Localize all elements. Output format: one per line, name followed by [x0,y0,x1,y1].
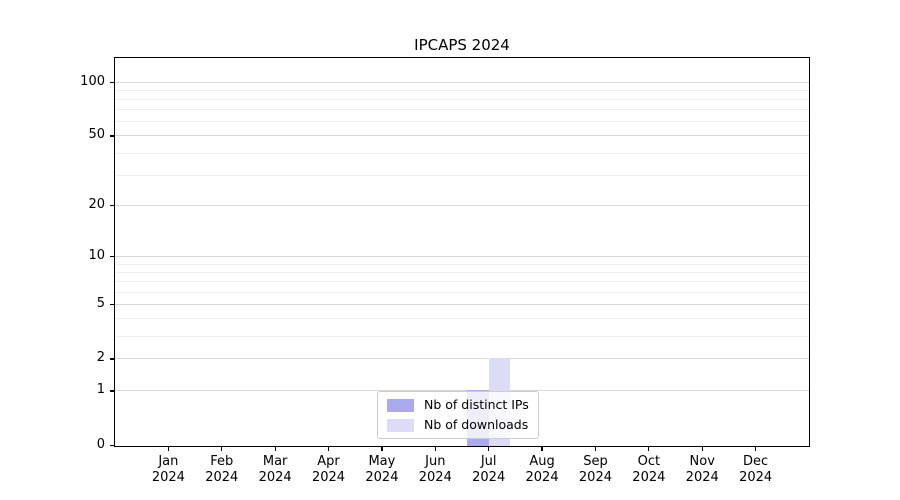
legend: Nb of distinct IPs Nb of downloads [377,391,539,439]
y-axis-tick [110,390,114,392]
x-axis-tick-label: Jun 2024 [418,454,452,485]
x-axis-tick-label: Aug 2024 [525,454,559,485]
major-gridline [115,205,809,207]
x-axis-tick-label: Oct 2024 [632,454,666,485]
minor-gridline [115,121,809,123]
legend-label: Nb of distinct IPs [424,397,529,412]
x-axis-tick [327,447,330,451]
major-gridline [115,135,809,137]
y-axis-tick-label: 1 [96,382,105,398]
minor-gridline [115,318,809,320]
minor-gridline [115,174,809,176]
y-axis-tick-label: 5 [96,295,105,311]
y-axis-tick [110,358,114,360]
x-axis-tick-label: Feb 2024 [205,454,239,485]
plot-area: 0 1 2 5 10 20 50 100 Jan 2024 Feb 2024 Mar 2024 Apr… [80,57,810,485]
y-axis-tick-label: 50 [88,127,105,143]
x-axis-tick [221,447,223,451]
x-axis-tick-label: Jul 2024 [472,454,506,485]
legend-label: Nb of downloads [424,417,529,432]
x-axis-tick-label: Apr 2024 [311,454,346,485]
minor-gridline [115,263,809,265]
minor-gridline [115,98,809,100]
major-gridline [115,256,809,258]
x-axis-tick [274,447,276,451]
minor-gridline [115,89,809,91]
x-axis-tick-label: Jan 2024 [151,454,185,485]
legend-swatch [387,418,414,432]
y-axis-tick [110,135,114,137]
y-axis-tick [110,256,114,258]
x-axis-tick-label: Sep 2024 [578,454,612,485]
x-axis-tick [434,447,436,451]
major-gridline [115,303,809,305]
x-axis-tick [541,447,543,451]
legend-swatch [387,398,414,412]
x-axis-tick-label: Mar 2024 [258,454,292,485]
x-axis-tick [701,447,703,451]
y-axis-tick [110,445,114,447]
x-axis-tick-label: May 2024 [365,454,399,485]
minor-gridline [115,109,809,111]
major-gridline [115,81,809,83]
x-axis-tick [594,447,597,451]
y-axis-tick-label: 100 [80,73,105,89]
legend-item: Nb of downloads [387,417,529,433]
major-gridline [115,358,809,360]
y-axis-tick-label: 10 [88,248,105,264]
x-axis-tick [488,447,490,451]
y-axis-tick-label: 0 [96,437,105,452]
x-axis-tick-label: Dec 2024 [739,454,773,485]
minor-gridline [115,291,809,293]
minor-gridline [115,281,809,283]
x-axis-tick [755,447,757,451]
x-axis-tick [381,447,383,451]
major-gridline [115,390,809,392]
y-axis-tick [110,205,114,207]
minor-gridline [115,271,809,273]
y-axis-tick-label: 20 [88,197,105,213]
minor-gridline [115,152,809,154]
y-axis-tick [110,303,114,306]
y-axis-tick [110,81,114,83]
chart-title: IPCAPS 2024 [414,36,510,54]
x-axis-tick [167,447,169,451]
x-axis-tick [648,447,650,451]
y-axis-tick-label: 2 [96,350,105,366]
legend-item: Nb of distinct IPs [387,397,529,413]
minor-gridline [115,335,809,337]
x-axis-tick-label: Nov 2024 [685,454,719,485]
